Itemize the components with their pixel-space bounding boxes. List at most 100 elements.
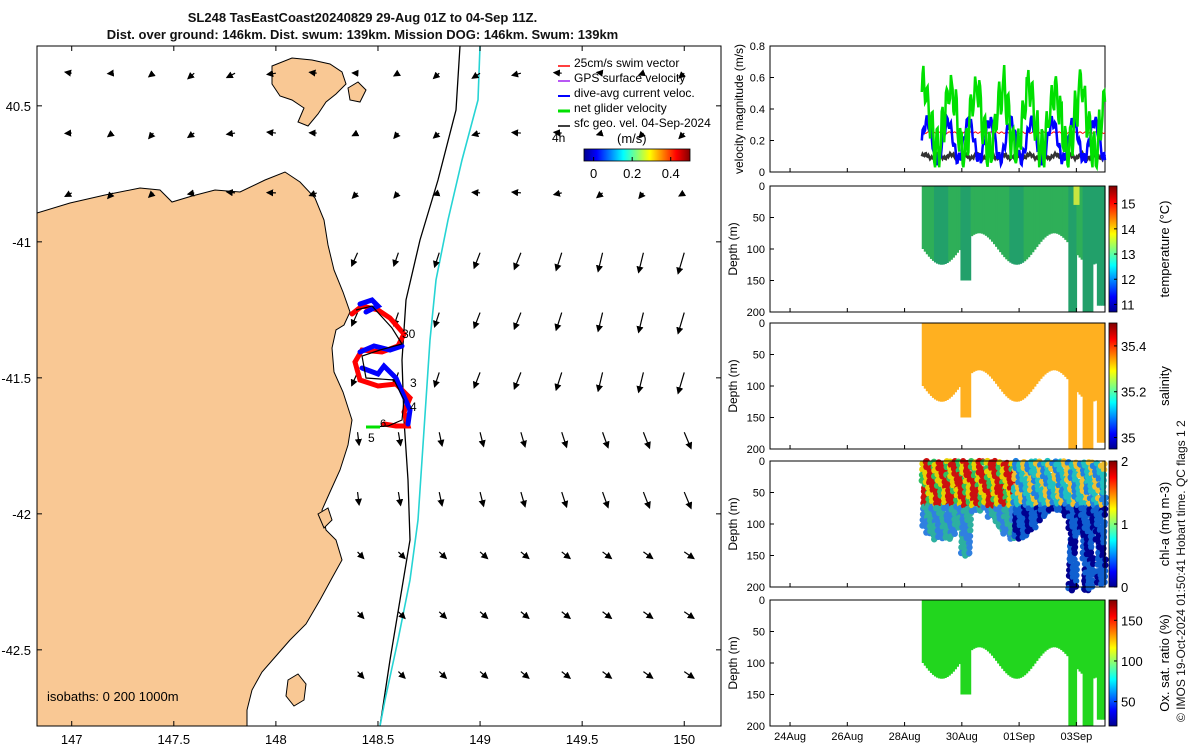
oxygen-section-y-tick-label: 150 bbox=[747, 690, 765, 702]
salinity-section-column bbox=[988, 323, 992, 377]
geo-velocity-series-line bbox=[920, 149, 1107, 163]
salinity-section-colorbar-tick-label: 35.4 bbox=[1121, 339, 1146, 354]
chla-data-point bbox=[1072, 538, 1079, 545]
salinity-section-column bbox=[970, 323, 974, 374]
chla-data-point bbox=[1089, 560, 1097, 568]
oxygen-section-column bbox=[1017, 600, 1021, 679]
salinity-section-y-tick-label: 50 bbox=[753, 350, 765, 362]
oxygen-section-column bbox=[1086, 600, 1090, 726]
temperature-section-y-tick-label: 150 bbox=[747, 276, 765, 288]
chart-title-line2: Dist. over ground: 146km. Dist. swum: 13… bbox=[106, 27, 619, 42]
temperature-section-column bbox=[1013, 186, 1017, 265]
geo-vector-arrow bbox=[225, 129, 236, 137]
oxygen-section-column bbox=[954, 600, 957, 670]
map-y-axis: 40.5 -41 -41.5 -42 -42.5 bbox=[1, 99, 721, 658]
geo-vector-arrow bbox=[397, 551, 406, 560]
salinity-section-column bbox=[1078, 323, 1082, 395]
oxygen-section-column bbox=[1052, 600, 1055, 648]
geo-vector-arrow bbox=[472, 252, 481, 270]
geo-vector-arrow bbox=[351, 191, 360, 199]
oxygen-section-colorbar bbox=[1108, 599, 1118, 727]
geo-vector-arrow bbox=[636, 252, 644, 274]
salinity-section-column bbox=[1094, 323, 1098, 401]
oxygen-section-column bbox=[938, 600, 941, 679]
oxygen-section-colorbar-label: Ox. sat. ratio (%) bbox=[1157, 614, 1172, 712]
chla-section-y-tick-label: 150 bbox=[747, 551, 765, 563]
oxygen-section-column bbox=[1013, 600, 1017, 679]
oxygen-section-column bbox=[1088, 600, 1092, 726]
geo-vector-arrow bbox=[552, 69, 562, 77]
salinity-section-column bbox=[978, 323, 982, 371]
oxygen-section-column bbox=[1068, 600, 1071, 726]
temperature-section-column bbox=[921, 186, 925, 249]
temperature-section-column bbox=[999, 186, 1002, 253]
oxygen-section-column bbox=[1023, 600, 1027, 676]
geo-vector-arrow bbox=[519, 491, 527, 508]
temperature-section-column bbox=[1054, 186, 1057, 234]
salinity-section-column bbox=[1001, 323, 1004, 392]
chla-data-point bbox=[1090, 555, 1097, 562]
geo-vector-arrow bbox=[676, 312, 685, 335]
temperature-section-column bbox=[990, 186, 994, 242]
temperature-section-column bbox=[980, 186, 984, 234]
oxygen-section-column bbox=[995, 600, 998, 661]
oxygen-section-y-tick-label: 50 bbox=[753, 627, 765, 639]
salinity-section-column bbox=[1023, 323, 1027, 399]
geo-vector-arrow bbox=[354, 492, 362, 507]
geo-vector-arrow bbox=[471, 130, 481, 138]
oxygen-section-column bbox=[1050, 600, 1053, 648]
chart-title-line1: SL248 TasEastCoast20240829 29-Aug 01Z to… bbox=[187, 10, 538, 25]
salinity-section-column bbox=[938, 323, 941, 402]
geo-vector-arrow bbox=[683, 432, 693, 450]
temperature-section-column bbox=[1082, 186, 1086, 312]
geo-vector-arrow bbox=[107, 191, 115, 200]
temperature-section-column bbox=[1078, 186, 1082, 258]
salinity-section-column bbox=[1005, 323, 1008, 397]
section-x-tick-label: 30Aug bbox=[946, 731, 978, 743]
oxygen-section-column bbox=[1001, 600, 1004, 669]
temperature-section-column bbox=[1058, 186, 1061, 235]
geo-vector-arrow bbox=[392, 69, 401, 77]
salinity-section-column bbox=[1003, 323, 1006, 395]
temperature-section-column bbox=[1066, 186, 1069, 243]
temperature-section-column bbox=[950, 186, 953, 260]
map-axes-box bbox=[36, 45, 722, 727]
salinity-section-column bbox=[923, 323, 927, 389]
map-x-tick-label: 148 bbox=[265, 732, 287, 747]
salinity-section-column bbox=[1035, 323, 1039, 384]
geo-vector-arrow bbox=[225, 71, 236, 79]
geo-vector-arrow bbox=[479, 611, 489, 620]
map-legend: 25cm/s swim vector GPS surface velocity … bbox=[552, 56, 711, 181]
oxygen-section-column bbox=[1100, 600, 1104, 720]
oxygen-section-column bbox=[1054, 600, 1057, 648]
geo-vector-arrow bbox=[552, 189, 562, 197]
chla-data-point bbox=[966, 538, 973, 545]
geo-vector-arrow bbox=[602, 551, 613, 560]
track-label-3: 3 bbox=[410, 376, 417, 390]
salinity-section-y-tick-label: 100 bbox=[747, 381, 765, 393]
section-x-tick-label: 03Sep bbox=[1060, 731, 1092, 743]
salinity-section-column bbox=[942, 323, 945, 402]
track-label-6: 6 bbox=[380, 418, 386, 430]
track-label-4: 4 bbox=[410, 400, 417, 414]
temperature-section-column bbox=[962, 186, 966, 281]
salinity-section-column bbox=[1054, 323, 1057, 371]
geo-vector-arrow bbox=[595, 190, 604, 199]
temperature-section-column bbox=[1062, 186, 1065, 238]
geo-vector-arrow bbox=[510, 189, 521, 197]
oxygen-section-column bbox=[1096, 600, 1100, 720]
geo-vector-arrow bbox=[637, 69, 646, 77]
geo-vector-arrow bbox=[678, 71, 686, 79]
geo-vector-arrow bbox=[520, 671, 530, 679]
temperature-section-column bbox=[986, 186, 990, 238]
geo-vector-arrow bbox=[471, 189, 481, 197]
geo-vector-arrow bbox=[513, 252, 522, 271]
salinity-section-column bbox=[1098, 323, 1102, 443]
geo-vector-arrow bbox=[561, 551, 572, 560]
temperature-section-column bbox=[1056, 186, 1059, 234]
geo-vector-arrow bbox=[683, 491, 693, 510]
temperature-section-column bbox=[925, 186, 929, 255]
chla-data-point bbox=[966, 544, 973, 551]
salinity-section-column bbox=[1064, 323, 1067, 377]
geo-vector-arrow bbox=[519, 432, 527, 448]
